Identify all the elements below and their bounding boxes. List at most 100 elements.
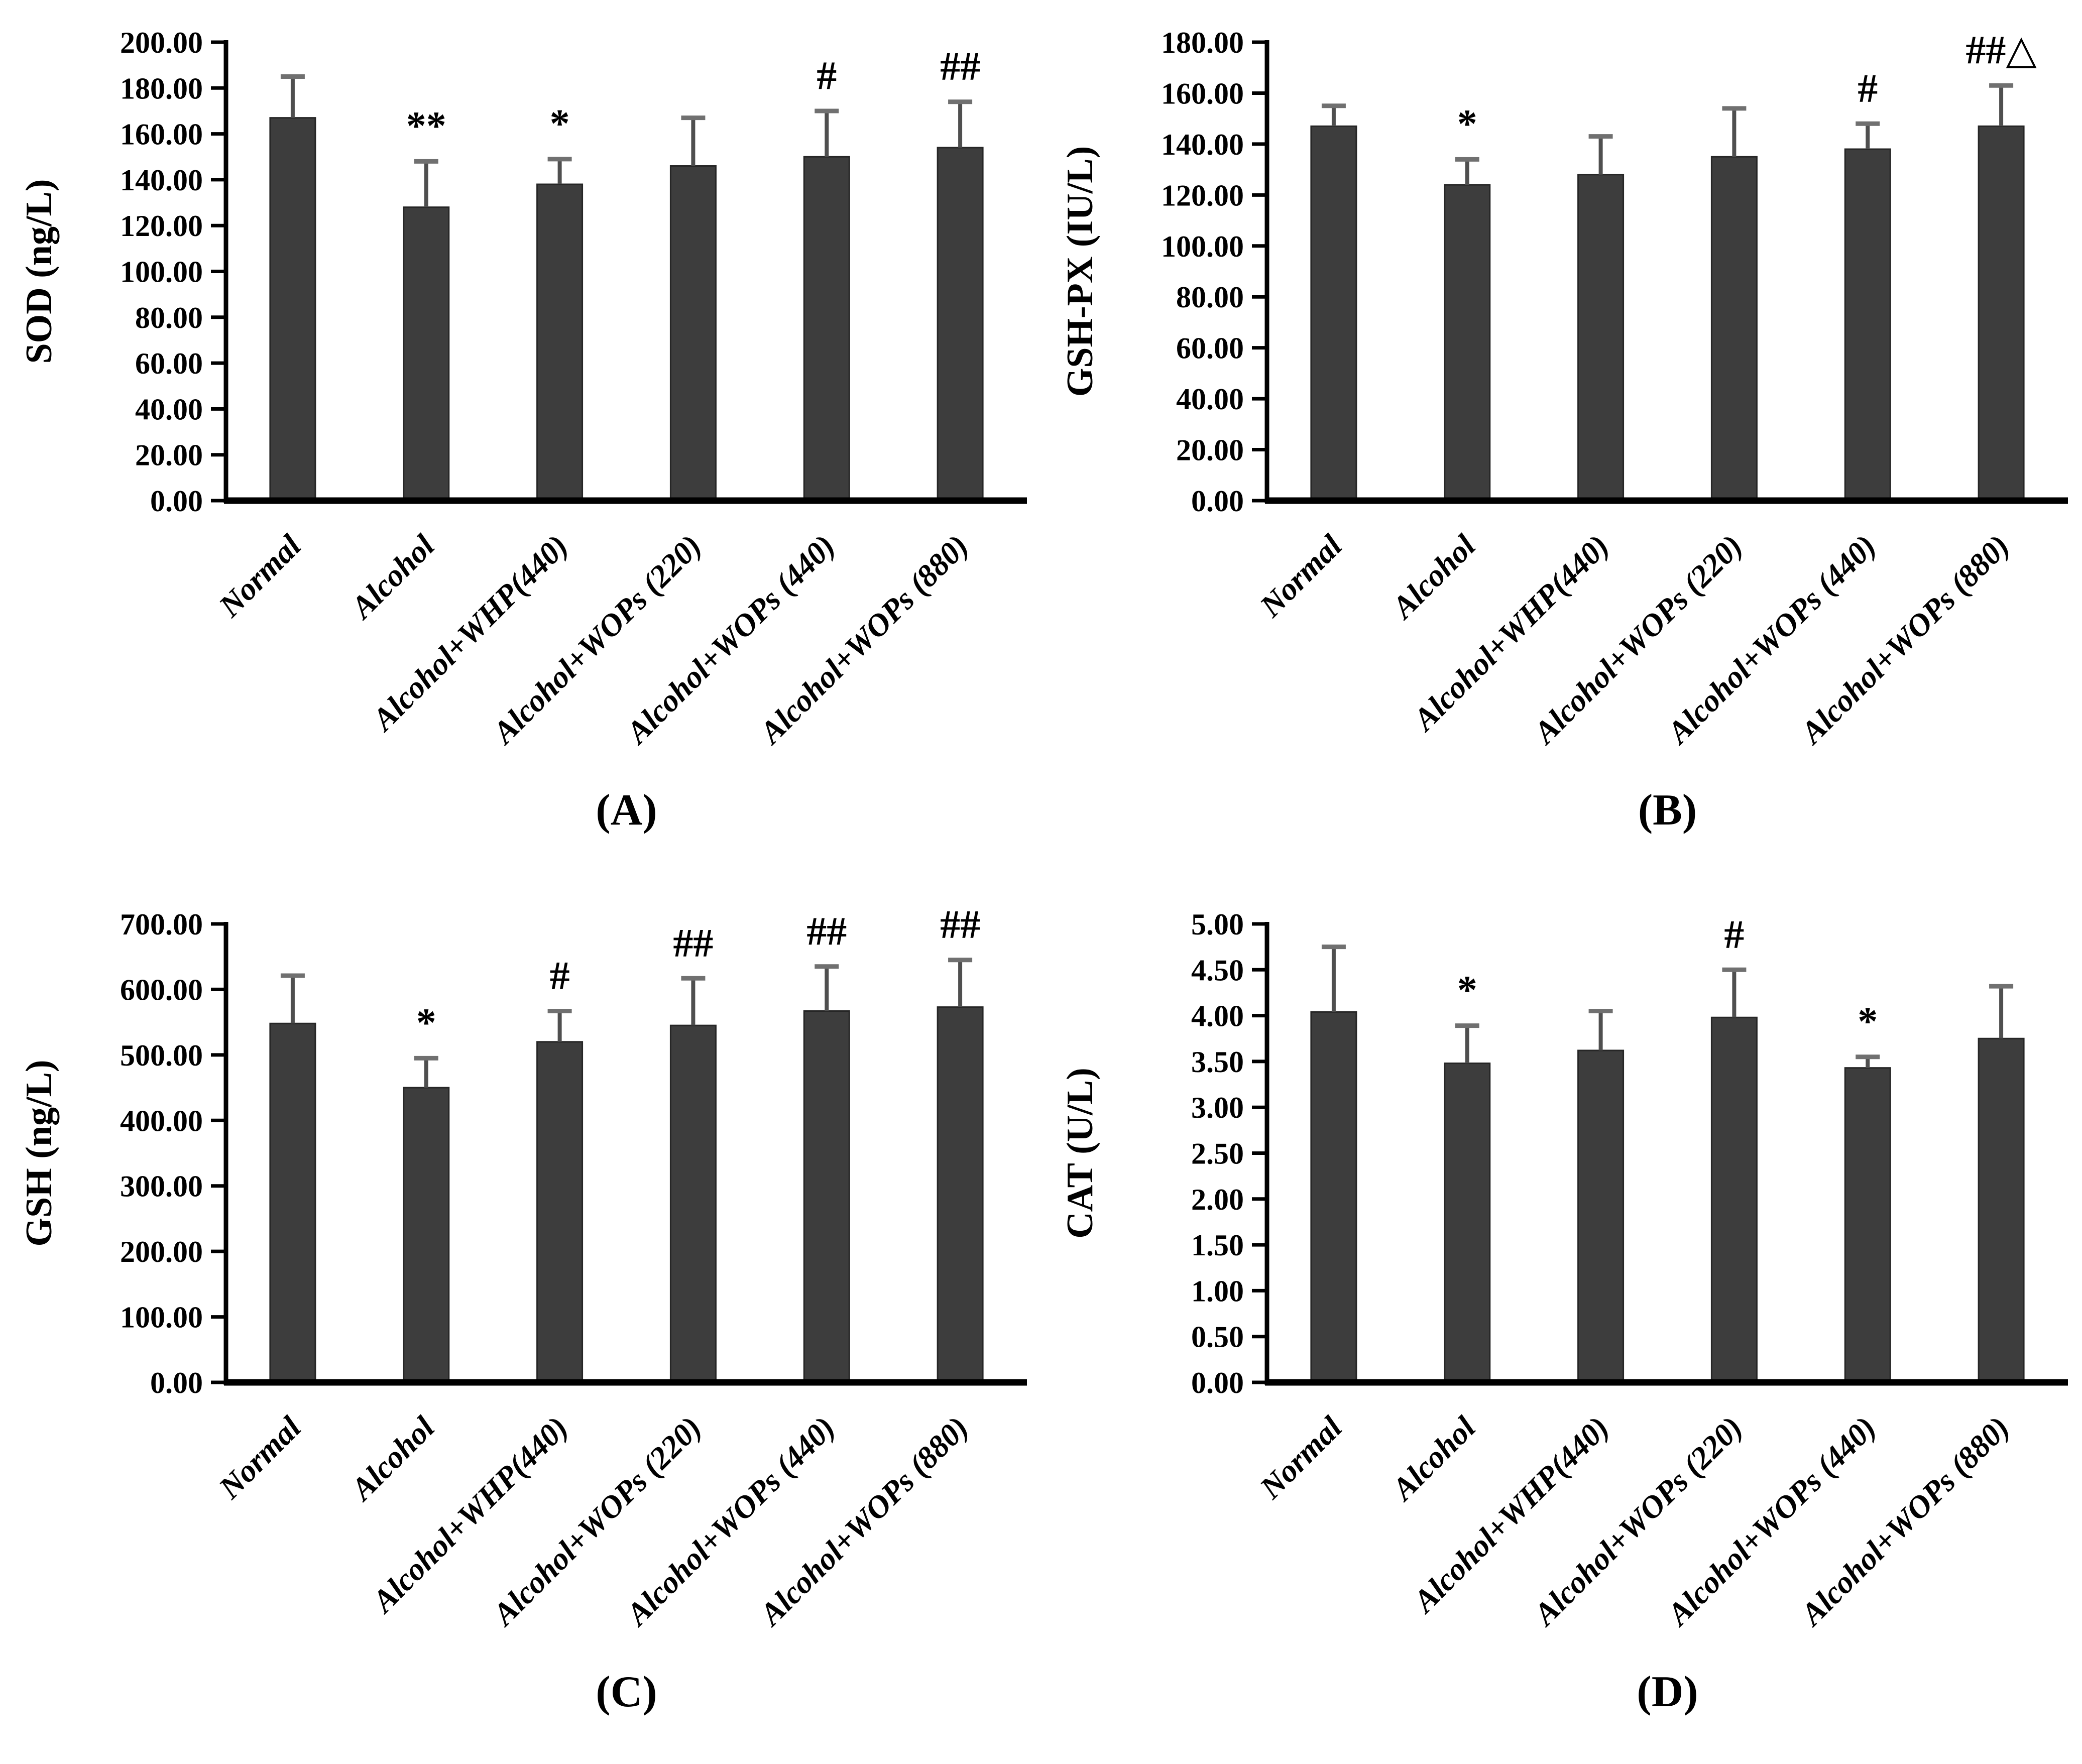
chart-sod: 0.00 20.00 40.00 60.00 80.00 100.00 120.00 140.… [19, 26, 1027, 835]
bar [1978, 1037, 2025, 1383]
significance-marker: * [416, 1001, 436, 1045]
y-tick-label: 0.00 [150, 485, 203, 518]
y-tick-label: 120.00 [120, 209, 203, 243]
bar [937, 147, 984, 502]
bar [536, 1041, 584, 1383]
chart-cat: 0.00 0.50 1.00 1.50 2.00 2.50 3.00 3.50 4.00 4.50… [1060, 908, 2068, 1716]
y-axis-title: SOD (ng/L) [19, 179, 60, 364]
x-tick-label: Normal [212, 528, 308, 624]
x-tick-label: Alcohol [1384, 1409, 1482, 1508]
y-tick-label: 600.00 [120, 973, 203, 1006]
significance-marker: # [817, 54, 837, 98]
chart-gsh-px: 0.00 20.00 40.00 60.00 80.00 100.00 120.00 140.… [1060, 26, 2068, 835]
chart-gsh: 0.00 100.00 200.00 300.00 400.00 500.00 600.00… [19, 903, 1027, 1716]
y-tick-label: 200.00 [120, 26, 203, 59]
x-tick-label: Alcohol [343, 528, 441, 626]
panel-letter: (C) [596, 1668, 657, 1716]
bar [1844, 148, 1891, 502]
y-tick-label: 4.00 [1191, 1000, 1244, 1033]
y-tick-label: 160.00 [1161, 77, 1244, 110]
bar [1577, 1049, 1625, 1383]
panel-A: 0.00 20.00 40.00 60.00 80.00 100.00 120.00 140.… [0, 0, 1041, 882]
bar [1444, 1063, 1491, 1383]
significance-marker: # [1858, 66, 1878, 110]
bar [1444, 184, 1491, 502]
y-tick-label: 5.00 [1191, 908, 1244, 941]
y-axis-title: GSH-PX (IU/L) [1060, 146, 1101, 397]
bar [536, 183, 584, 502]
y-tick-label: 0.00 [1191, 485, 1244, 518]
panel-B: 0.00 20.00 40.00 60.00 80.00 100.00 120.00 140.… [1041, 0, 2082, 882]
bar [269, 1022, 316, 1383]
y-tick-label: 80.00 [135, 301, 203, 334]
panel-C: 0.00 100.00 200.00 300.00 400.00 500.00 600.00… [0, 882, 1041, 1764]
y-tick-label: 180.00 [120, 72, 203, 105]
bar [403, 1087, 450, 1383]
y-tick-label: 0.00 [1191, 1366, 1244, 1399]
x-tick-label: Alcohol [343, 1409, 441, 1508]
y-tick-label: 180.00 [1161, 26, 1244, 59]
bar [1844, 1067, 1891, 1383]
y-tick-label: 500.00 [120, 1039, 203, 1072]
y-tick-label: 40.00 [135, 393, 203, 426]
panel-letter: (D) [1637, 1668, 1698, 1716]
significance-marker: ##△ [1965, 28, 2037, 72]
significance-marker: * [550, 102, 570, 146]
significance-marker: ## [940, 903, 980, 947]
y-tick-label: 300.00 [120, 1170, 203, 1203]
y-tick-label: 100.00 [120, 256, 203, 289]
y-tick-label: 100.00 [120, 1301, 203, 1334]
y-tick-label: 20.00 [135, 439, 203, 472]
bar [669, 165, 717, 502]
y-tick-label: 2.00 [1191, 1183, 1244, 1216]
x-tick-label: Normal [1253, 1409, 1349, 1506]
bar [269, 117, 316, 502]
significance-marker: # [1724, 912, 1744, 957]
significance-marker: * [1457, 969, 1477, 1013]
x-tick-label: Normal [1253, 528, 1349, 624]
panel-letter: (B) [1638, 786, 1697, 835]
bar [1978, 125, 2025, 502]
y-axis-title: CAT (U/L) [1060, 1068, 1101, 1239]
y-tick-label: 4.50 [1191, 954, 1244, 987]
bar [669, 1024, 717, 1383]
panel-letter: (A) [596, 786, 657, 835]
significance-marker: ## [940, 45, 980, 89]
y-tick-label: 1.50 [1191, 1229, 1244, 1262]
x-tick-label: Normal [212, 1409, 308, 1506]
bar [1310, 125, 1357, 502]
y-axis-title: GSH (ng/L) [19, 1060, 60, 1246]
y-tick-label: 3.50 [1191, 1045, 1244, 1079]
y-tick-label: 2.50 [1191, 1137, 1244, 1170]
y-tick-label: 100.00 [1161, 230, 1244, 263]
y-tick-label: 60.00 [1176, 332, 1244, 365]
x-tick-label: Alcohol [1384, 528, 1482, 626]
bar [403, 206, 450, 502]
y-tick-label: 160.00 [120, 118, 203, 151]
significance-marker: * [1858, 1000, 1878, 1044]
significance-marker: # [550, 954, 570, 998]
bar [803, 1010, 850, 1383]
significance-marker: ## [806, 909, 847, 954]
significance-marker: ## [673, 921, 713, 965]
y-tick-label: 60.00 [135, 347, 203, 380]
y-tick-label: 0.00 [150, 1366, 203, 1399]
bar [1577, 174, 1625, 502]
y-tick-label: 140.00 [120, 164, 203, 197]
y-tick-label: 80.00 [1176, 281, 1244, 314]
y-tick-label: 3.00 [1191, 1091, 1244, 1124]
bar [1710, 156, 1758, 502]
y-tick-label: 120.00 [1161, 179, 1244, 212]
y-tick-label: 20.00 [1176, 434, 1244, 467]
bar [803, 156, 850, 502]
y-tick-label: 1.00 [1191, 1274, 1244, 1308]
significance-marker: ** [406, 104, 446, 148]
y-tick-label: 140.00 [1161, 128, 1244, 161]
y-tick-label: 0.50 [1191, 1321, 1244, 1354]
bar [1310, 1011, 1357, 1383]
y-tick-label: 700.00 [120, 908, 203, 941]
significance-marker: * [1457, 102, 1477, 146]
bar [937, 1006, 984, 1383]
y-tick-label: 200.00 [120, 1235, 203, 1268]
